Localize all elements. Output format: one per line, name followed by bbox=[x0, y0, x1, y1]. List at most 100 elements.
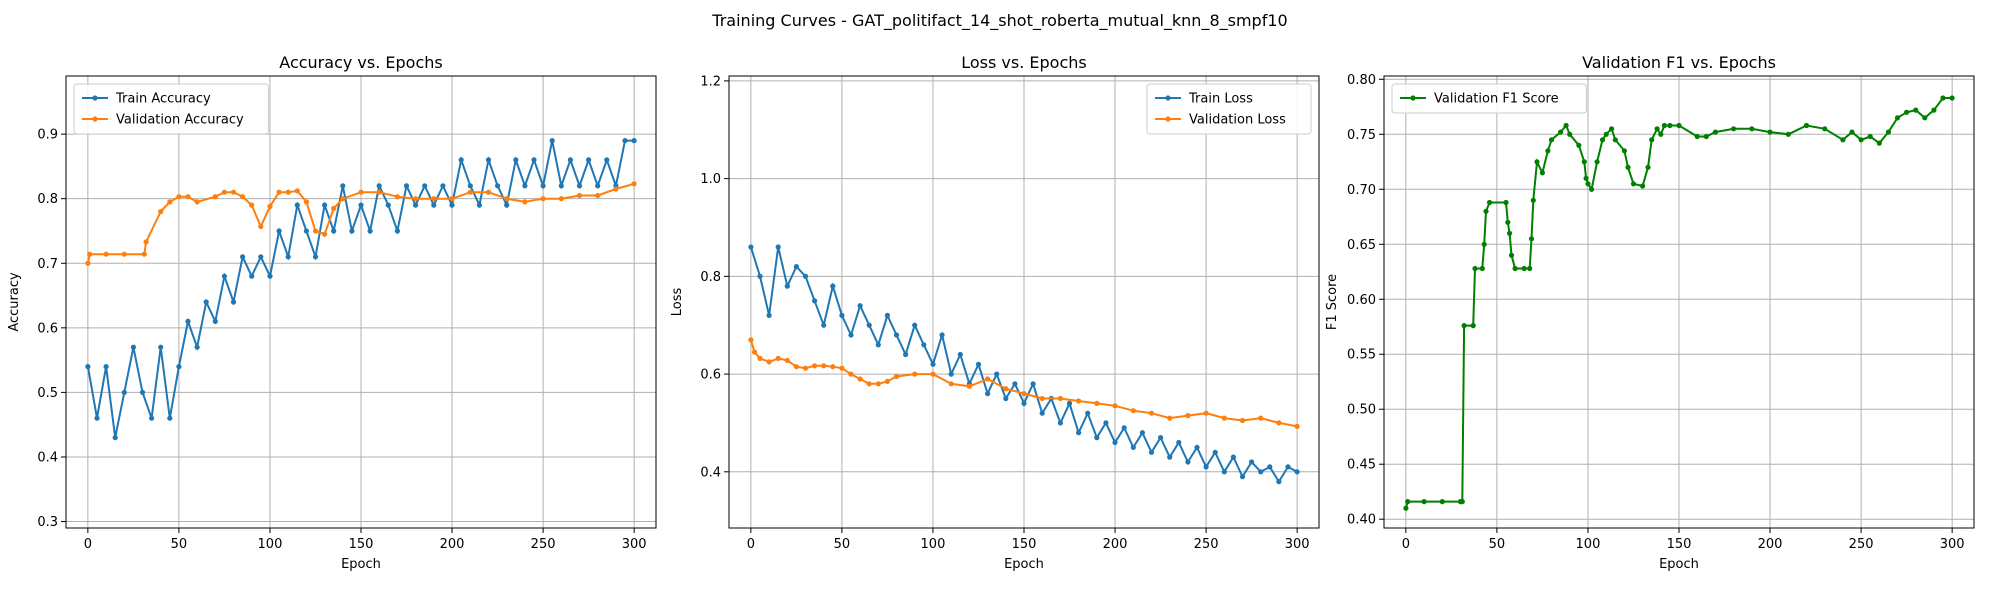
data-point bbox=[276, 189, 282, 195]
data-point bbox=[303, 199, 309, 205]
data-point bbox=[1521, 265, 1527, 272]
x-axis-label: Epoch bbox=[1004, 557, 1044, 572]
data-point bbox=[258, 223, 264, 230]
data-point bbox=[1612, 137, 1618, 143]
data-point bbox=[1530, 197, 1536, 203]
data-point bbox=[830, 283, 836, 289]
data-point bbox=[485, 157, 492, 163]
data-point bbox=[1676, 122, 1682, 129]
data-point bbox=[1459, 499, 1465, 505]
data-point bbox=[1258, 469, 1264, 475]
data-point bbox=[975, 361, 982, 367]
data-point bbox=[1403, 505, 1409, 511]
data-point bbox=[1621, 148, 1627, 154]
data-point bbox=[1066, 400, 1073, 406]
data-point bbox=[1148, 449, 1155, 455]
data-point bbox=[139, 389, 146, 395]
data-point bbox=[1527, 265, 1533, 272]
y-tick-label: 0.70 bbox=[1347, 183, 1376, 198]
x-tick-label: 300 bbox=[1940, 537, 1965, 552]
data-point bbox=[449, 196, 455, 202]
x-tick-label: 50 bbox=[1489, 537, 1506, 552]
data-point bbox=[1267, 464, 1273, 470]
data-point bbox=[194, 344, 200, 350]
data-point bbox=[1472, 265, 1478, 272]
x-tick-label: 200 bbox=[440, 537, 465, 552]
data-point bbox=[1470, 323, 1476, 329]
data-point bbox=[1508, 252, 1515, 258]
data-point bbox=[1479, 265, 1485, 272]
x-tick-label: 250 bbox=[531, 537, 556, 552]
data-point bbox=[784, 283, 790, 289]
data-point bbox=[121, 389, 127, 395]
data-point bbox=[141, 251, 147, 257]
y-tick-label: 1.0 bbox=[700, 172, 721, 187]
x-tick-label: 150 bbox=[349, 537, 374, 552]
data-point bbox=[285, 254, 291, 260]
y-tick-label: 0.7 bbox=[37, 257, 58, 272]
data-point bbox=[1294, 423, 1300, 429]
data-point bbox=[185, 318, 191, 324]
data-point bbox=[802, 365, 809, 371]
data-point bbox=[1603, 131, 1609, 137]
data-point bbox=[957, 351, 963, 358]
data-point bbox=[1185, 459, 1191, 465]
data-point bbox=[1630, 181, 1637, 187]
data-point bbox=[1285, 464, 1291, 470]
data-point bbox=[1203, 464, 1209, 470]
data-point bbox=[376, 183, 382, 189]
data-point bbox=[504, 202, 510, 208]
data-point bbox=[1904, 109, 1910, 115]
data-point bbox=[775, 355, 781, 361]
y-tick-label: 0.40 bbox=[1347, 513, 1376, 528]
data-point bbox=[866, 381, 872, 387]
data-point bbox=[240, 254, 246, 260]
data-point bbox=[158, 344, 164, 350]
data-point bbox=[1658, 131, 1664, 137]
data-point bbox=[1139, 430, 1145, 436]
y-tick-label: 0.45 bbox=[1347, 458, 1376, 473]
legend-marker bbox=[92, 95, 98, 101]
x-tick-label: 250 bbox=[1849, 537, 1874, 552]
data-point bbox=[1121, 425, 1127, 431]
x-tick-label: 0 bbox=[1402, 537, 1410, 552]
data-point bbox=[1567, 131, 1573, 137]
data-point bbox=[775, 244, 781, 250]
data-point bbox=[1539, 170, 1545, 176]
data-point bbox=[784, 357, 790, 363]
data-point bbox=[267, 273, 273, 279]
data-point bbox=[1421, 499, 1427, 505]
data-point bbox=[85, 364, 91, 370]
data-point bbox=[1563, 122, 1569, 129]
data-point bbox=[812, 363, 818, 369]
x-tick-label: 300 bbox=[1285, 537, 1310, 552]
data-point bbox=[87, 251, 93, 257]
data-point bbox=[221, 273, 227, 279]
x-axis-label: Epoch bbox=[341, 557, 381, 572]
data-point bbox=[158, 209, 164, 215]
data-point bbox=[1057, 395, 1063, 402]
data-point bbox=[258, 254, 264, 260]
data-point bbox=[1094, 400, 1100, 406]
data-point bbox=[367, 228, 373, 234]
data-point bbox=[149, 415, 155, 421]
data-point bbox=[185, 194, 191, 200]
data-point bbox=[912, 322, 918, 328]
data-point bbox=[467, 189, 473, 195]
x-tick-label: 100 bbox=[921, 537, 946, 552]
data-point bbox=[893, 373, 900, 380]
data-point bbox=[1528, 236, 1535, 242]
y-tick-label: 0.4 bbox=[700, 465, 721, 480]
data-point bbox=[431, 202, 437, 208]
data-point bbox=[939, 332, 945, 338]
data-point bbox=[513, 157, 519, 163]
data-point bbox=[167, 199, 173, 205]
data-point bbox=[1021, 391, 1027, 397]
y-axis-label: Accuracy bbox=[7, 272, 22, 332]
data-point bbox=[1103, 420, 1109, 426]
y-tick-label: 0.3 bbox=[37, 515, 58, 530]
data-point bbox=[476, 202, 482, 208]
data-point bbox=[567, 157, 574, 163]
data-point bbox=[1203, 410, 1209, 416]
data-point bbox=[85, 260, 91, 266]
